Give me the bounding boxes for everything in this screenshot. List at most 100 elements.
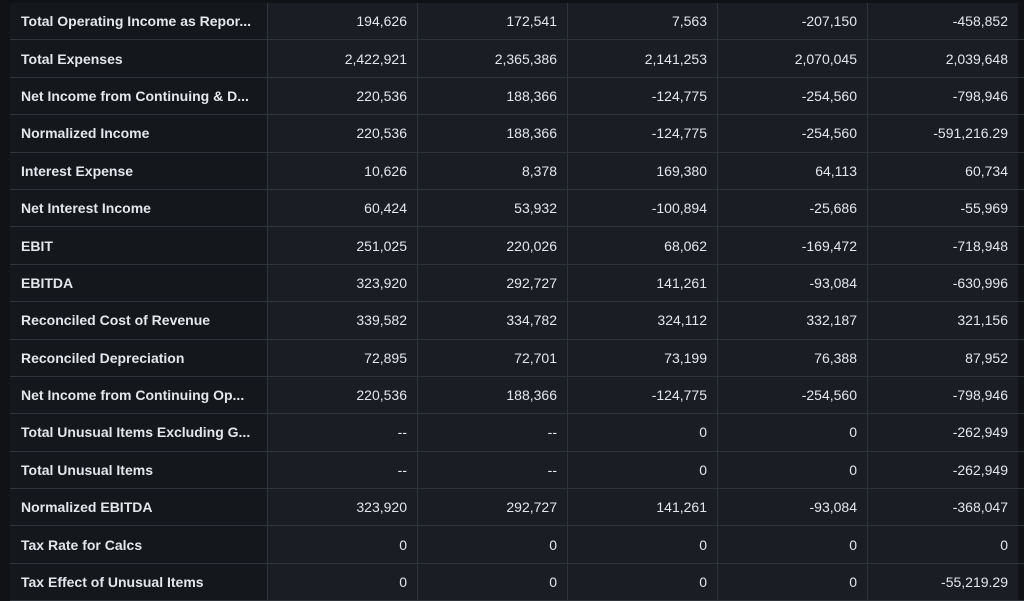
table-cell: -93,084 — [718, 264, 868, 302]
table-cell: 0 — [418, 526, 568, 563]
table-cell: 64,113 — [718, 152, 868, 189]
table-cell: -124,775 — [568, 77, 718, 115]
table-row: Normalized EBITDA 323,920 292,727 141,26… — [10, 489, 1024, 527]
table-cell: 0 — [568, 526, 718, 563]
table-cell: 60,424 — [268, 189, 418, 227]
row-label: Net Income from Continuing & D... — [10, 77, 268, 115]
table-cell: 323,920 — [268, 489, 418, 526]
table-cell: 2,365,386 — [418, 40, 568, 77]
table-cell: 0 — [718, 451, 868, 489]
table-cell: -368,047 — [868, 489, 1018, 526]
table-row: Tax Rate for Calcs 0 0 0 0 0 — [10, 526, 1024, 564]
table-cell: 72,895 — [268, 339, 418, 376]
table-cell: 68,062 — [568, 227, 718, 264]
table-cell: 7,563 — [568, 3, 718, 39]
table-cell: 2,039,648 — [868, 40, 1018, 77]
table-cell: 2,070,045 — [718, 40, 868, 77]
row-label: Tax Rate for Calcs — [10, 526, 268, 563]
row-label: Normalized EBITDA — [10, 489, 268, 526]
table-cell: 60,734 — [868, 152, 1018, 189]
row-label: EBITDA — [10, 264, 268, 302]
table-cell: 87,952 — [868, 339, 1018, 376]
table-row: Total Expenses 2,422,921 2,365,386 2,141… — [10, 40, 1024, 78]
table-cell: 73,199 — [568, 339, 718, 376]
table-cell: -630,996 — [868, 264, 1018, 302]
table-cell: 141,261 — [568, 489, 718, 526]
table-cell: 0 — [418, 563, 568, 601]
financials-table: Total Operating Income as Repor... 194,6… — [10, 3, 1024, 601]
row-label: Total Operating Income as Repor... — [10, 3, 268, 39]
row-label: Interest Expense — [10, 152, 268, 189]
table-cell: 323,920 — [268, 264, 418, 302]
table-cell: 339,582 — [268, 302, 418, 339]
table-cell: 169,380 — [568, 152, 718, 189]
table-cell: 188,366 — [418, 376, 568, 414]
row-label: Total Unusual Items — [10, 451, 268, 489]
table-cell: 321,156 — [868, 302, 1018, 339]
row-label: Total Unusual Items Excluding G... — [10, 414, 268, 451]
table-row: Reconciled Depreciation 72,895 72,701 73… — [10, 339, 1024, 377]
table-cell: -55,219.29 — [868, 563, 1018, 601]
table-cell: 194,626 — [268, 3, 418, 39]
table-cell: 0 — [718, 563, 868, 601]
table-cell: 2,422,921 — [268, 40, 418, 77]
table-cell: 0 — [268, 563, 418, 601]
table-row: Net Income from Continuing Op... 220,536… — [10, 376, 1024, 415]
table-cell: 220,536 — [268, 115, 418, 152]
table-cell: 72,701 — [418, 339, 568, 376]
table-cell: -100,894 — [568, 189, 718, 227]
table-cell: -254,560 — [718, 77, 868, 115]
table-cell: -- — [268, 414, 418, 451]
table-row: EBITDA 323,920 292,727 141,261 -93,084 -… — [10, 264, 1024, 303]
row-label: Net Interest Income — [10, 189, 268, 227]
table-cell: 8,378 — [418, 152, 568, 189]
table-cell: -798,946 — [868, 376, 1018, 414]
table-cell: 334,782 — [418, 302, 568, 339]
row-label: Tax Effect of Unusual Items — [10, 563, 268, 601]
table-cell: 0 — [568, 563, 718, 601]
table-cell: 332,187 — [718, 302, 868, 339]
table-cell: -254,560 — [718, 376, 868, 414]
row-label: Reconciled Depreciation — [10, 339, 268, 376]
table-cell: -254,560 — [718, 115, 868, 152]
table-cell: -207,150 — [718, 3, 868, 39]
table-cell: -- — [418, 451, 568, 489]
table-cell: 0 — [718, 526, 868, 563]
row-label: Normalized Income — [10, 115, 268, 152]
table-cell: 76,388 — [718, 339, 868, 376]
table-cell: -- — [268, 451, 418, 489]
table-cell: -262,949 — [868, 414, 1018, 451]
table-cell: 324,112 — [568, 302, 718, 339]
table-cell: 2,141,253 — [568, 40, 718, 77]
table-row: Total Unusual Items Excluding G... -- --… — [10, 414, 1024, 452]
table-cell: -798,946 — [868, 77, 1018, 115]
table-cell: -124,775 — [568, 376, 718, 414]
table-cell: 220,536 — [268, 376, 418, 414]
table-cell: -262,949 — [868, 451, 1018, 489]
table-cell: 172,541 — [418, 3, 568, 39]
table-row: Interest Expense 10,626 8,378 169,380 64… — [10, 152, 1024, 190]
table-cell: 53,932 — [418, 189, 568, 227]
table-row: Normalized Income 220,536 188,366 -124,7… — [10, 115, 1024, 153]
table-cell: 0 — [268, 526, 418, 563]
row-label: Net Income from Continuing Op... — [10, 376, 268, 414]
table-cell: 0 — [868, 526, 1018, 563]
table-cell: -93,084 — [718, 489, 868, 526]
table-cell: 220,026 — [418, 227, 568, 264]
table-cell: 292,727 — [418, 489, 568, 526]
table-cell: 0 — [718, 414, 868, 451]
table-row: Total Unusual Items -- -- 0 0 -262,949 — [10, 451, 1024, 490]
table-cell: -55,969 — [868, 189, 1018, 227]
row-label: EBIT — [10, 227, 268, 264]
table-row: Net Interest Income 60,424 53,932 -100,8… — [10, 189, 1024, 228]
table-row: Reconciled Cost of Revenue 339,582 334,7… — [10, 302, 1024, 340]
table-cell: 292,727 — [418, 264, 568, 302]
table-cell: -169,472 — [718, 227, 868, 264]
table-row: Tax Effect of Unusual Items 0 0 0 0 -55,… — [10, 563, 1024, 601]
table-cell: 188,366 — [418, 77, 568, 115]
table-cell: 188,366 — [418, 115, 568, 152]
row-label: Total Expenses — [10, 40, 268, 77]
table-cell: -25,686 — [718, 189, 868, 227]
table-cell: 251,025 — [268, 227, 418, 264]
row-label: Reconciled Cost of Revenue — [10, 302, 268, 339]
